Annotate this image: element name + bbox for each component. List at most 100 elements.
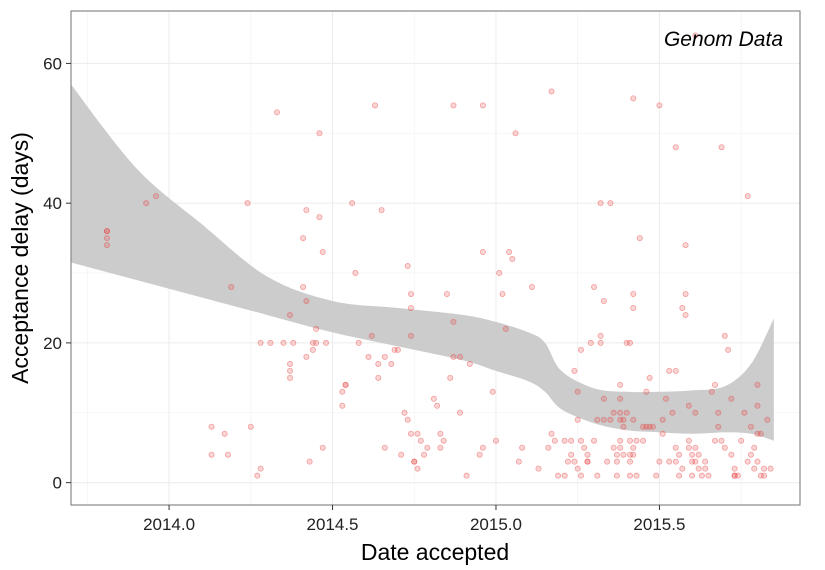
data-point — [306, 458, 313, 465]
data-point — [685, 437, 692, 444]
data-point — [499, 290, 506, 297]
data-point — [617, 416, 624, 423]
data-point — [613, 458, 620, 465]
data-point — [617, 444, 624, 451]
data-point — [313, 325, 320, 332]
data-point — [643, 423, 650, 430]
data-point — [339, 402, 346, 409]
data-point — [633, 437, 640, 444]
data-point — [352, 270, 359, 277]
data-point — [577, 346, 584, 353]
data-point — [600, 395, 607, 402]
data-point — [434, 402, 441, 409]
data-point — [319, 444, 326, 451]
data-point — [594, 416, 601, 423]
data-point — [407, 304, 414, 311]
data-point — [685, 444, 692, 451]
data-point — [643, 388, 650, 395]
data-point — [290, 339, 297, 346]
data-point — [273, 109, 280, 116]
data-point — [404, 416, 411, 423]
data-point — [627, 339, 634, 346]
data-point — [548, 430, 555, 437]
x-tick-label: 2015.0 — [470, 515, 522, 534]
data-point — [375, 360, 382, 367]
data-point — [247, 423, 254, 430]
data-point — [267, 339, 274, 346]
data-point — [581, 444, 588, 451]
x-tick-label: 2014.0 — [143, 515, 195, 534]
data-point — [734, 472, 741, 479]
data-point — [287, 360, 294, 367]
data-point — [617, 409, 624, 416]
data-point — [244, 200, 251, 207]
data-point — [450, 102, 457, 109]
data-point — [630, 95, 637, 102]
data-point — [747, 423, 754, 430]
data-point — [633, 472, 640, 479]
data-point — [630, 290, 637, 297]
data-point — [728, 451, 735, 458]
data-point — [640, 423, 647, 430]
data-point — [767, 465, 774, 472]
data-point — [620, 423, 627, 430]
data-point — [669, 409, 676, 416]
data-point — [692, 32, 699, 39]
data-point — [718, 144, 725, 151]
data-point — [636, 235, 643, 242]
data-point — [682, 311, 689, 318]
data-point — [568, 437, 575, 444]
data-point — [594, 472, 601, 479]
data-point — [689, 458, 696, 465]
data-point — [394, 346, 401, 353]
data-point — [561, 437, 568, 444]
data-point — [715, 409, 722, 416]
data-point — [731, 472, 738, 479]
data-point — [721, 332, 728, 339]
data-point — [741, 409, 748, 416]
data-point — [512, 130, 519, 137]
data-point — [519, 444, 526, 451]
data-point — [545, 444, 552, 451]
data-point — [659, 416, 666, 423]
data-point — [676, 451, 683, 458]
data-point — [411, 458, 418, 465]
data-point — [103, 228, 110, 235]
data-point — [617, 381, 624, 388]
data-point — [754, 458, 761, 465]
data-point — [479, 102, 486, 109]
data-point — [319, 249, 326, 256]
data-point — [571, 367, 578, 374]
y-tick-label: 0 — [53, 474, 62, 493]
data-point — [620, 416, 627, 423]
data-point — [208, 451, 215, 458]
data-point — [757, 472, 764, 479]
data-point — [659, 430, 666, 437]
data-point — [627, 437, 634, 444]
data-point — [754, 402, 761, 409]
data-point — [744, 458, 751, 465]
data-point — [509, 256, 516, 263]
data-point — [630, 444, 637, 451]
data-point — [457, 353, 464, 360]
data-point — [407, 430, 414, 437]
data-point — [568, 451, 575, 458]
data-point — [103, 228, 110, 235]
y-axis-ticks: 0 20 40 60 — [43, 54, 71, 493]
data-point — [623, 409, 630, 416]
data-point — [604, 458, 611, 465]
data-point — [447, 374, 454, 381]
data-point — [221, 430, 228, 437]
data-point — [591, 437, 598, 444]
data-point — [342, 381, 349, 388]
data-point — [502, 325, 509, 332]
data-point — [761, 472, 768, 479]
data-point — [466, 360, 473, 367]
data-point — [496, 270, 503, 277]
data-point — [391, 346, 398, 353]
data-point — [381, 444, 388, 451]
data-point — [754, 430, 761, 437]
data-point — [584, 458, 591, 465]
data-point — [692, 444, 699, 451]
